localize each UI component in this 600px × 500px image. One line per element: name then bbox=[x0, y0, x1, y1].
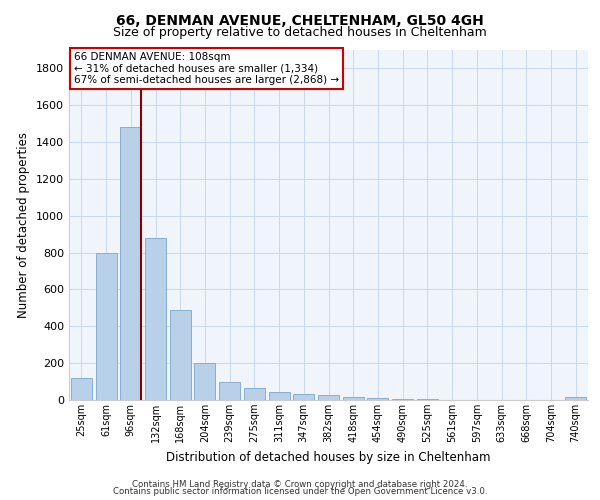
Bar bbox=[269, 392, 290, 400]
Y-axis label: Number of detached properties: Number of detached properties bbox=[17, 132, 31, 318]
Bar bbox=[95, 252, 116, 400]
Text: 66, DENMAN AVENUE, CHELTENHAM, GL50 4GH: 66, DENMAN AVENUE, CHELTENHAM, GL50 4GH bbox=[116, 14, 484, 28]
Bar bbox=[565, 397, 586, 400]
Bar bbox=[318, 396, 339, 400]
Bar bbox=[244, 388, 265, 400]
Bar bbox=[170, 310, 191, 400]
Bar bbox=[194, 363, 215, 400]
Text: Contains public sector information licensed under the Open Government Licence v3: Contains public sector information licen… bbox=[113, 488, 487, 496]
Bar bbox=[343, 397, 364, 400]
Text: 66 DENMAN AVENUE: 108sqm
← 31% of detached houses are smaller (1,334)
67% of sem: 66 DENMAN AVENUE: 108sqm ← 31% of detach… bbox=[74, 52, 340, 85]
Bar bbox=[367, 398, 388, 400]
Bar bbox=[71, 378, 92, 400]
Bar bbox=[145, 238, 166, 400]
Bar bbox=[293, 394, 314, 400]
Text: Size of property relative to detached houses in Cheltenham: Size of property relative to detached ho… bbox=[113, 26, 487, 39]
Bar bbox=[392, 399, 413, 400]
Bar bbox=[120, 128, 141, 400]
Text: Contains HM Land Registry data © Crown copyright and database right 2024.: Contains HM Land Registry data © Crown c… bbox=[132, 480, 468, 489]
Bar bbox=[219, 382, 240, 400]
X-axis label: Distribution of detached houses by size in Cheltenham: Distribution of detached houses by size … bbox=[166, 450, 491, 464]
